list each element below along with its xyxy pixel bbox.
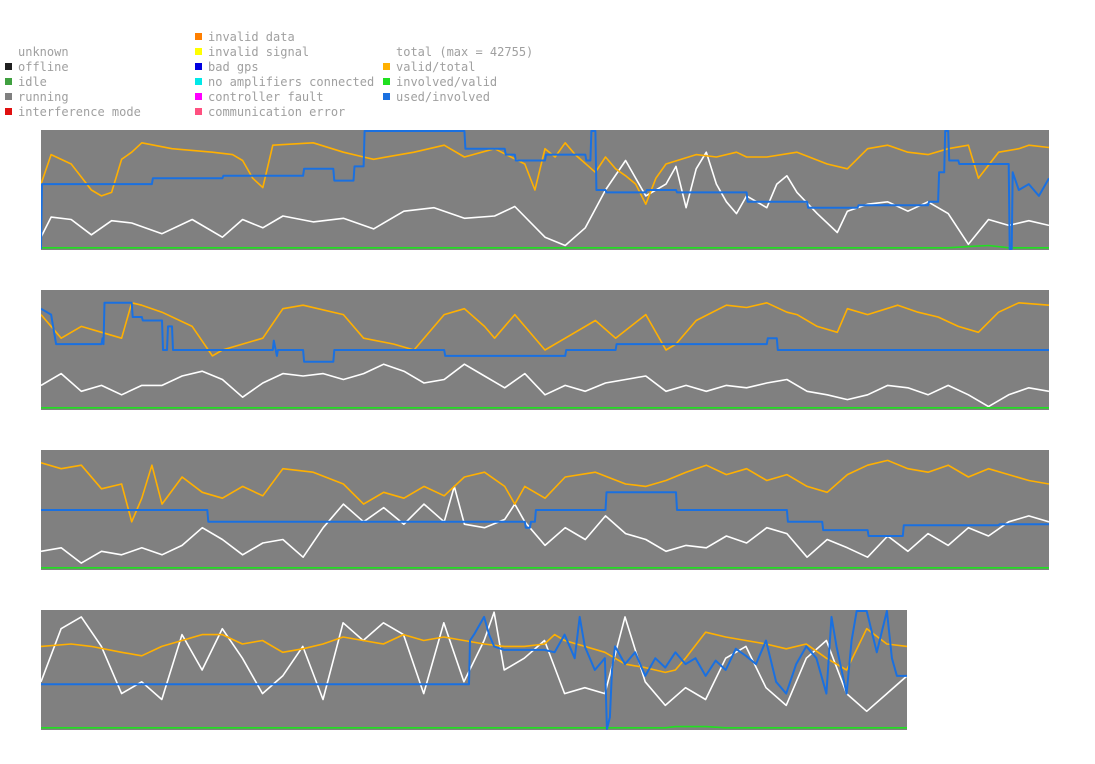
legend-label-running: running (18, 90, 69, 104)
series-used-involved-2 (41, 301, 1049, 363)
series-valid-total-3 (41, 459, 1049, 523)
series-used-involved-3 (41, 491, 1049, 537)
legend-label-interference-mode: interference mode (18, 105, 141, 119)
series-total-4 (41, 611, 907, 713)
series-involved-valid-1 (41, 244, 1049, 249)
chart-panel-3 (41, 450, 1049, 570)
legend-label-offline: offline (18, 60, 69, 74)
legend-swatch-involved-valid (383, 78, 390, 85)
legend-label-involved-valid: involved/valid (396, 75, 498, 89)
legend-swatch-invalid-data (195, 33, 202, 40)
legend-swatch-unknown (5, 48, 12, 55)
legend-label-no-amplifiers-connected: no amplifiers connected (208, 75, 375, 89)
legend-swatch-bad-gps (195, 63, 202, 70)
legend-label-idle: idle (18, 75, 47, 89)
chart-panel-4 (41, 610, 907, 730)
legend-swatch-offline (5, 63, 12, 70)
legend-swatch-idle (5, 78, 12, 85)
legend-swatch-communication-error (195, 108, 202, 115)
chart-1 (41, 130, 1049, 250)
running-background-4 (41, 610, 907, 730)
legend-label-bad-gps: bad gps (208, 60, 259, 74)
chart-panel-2 (41, 290, 1049, 410)
legend-label-used-involved: used/involved (396, 90, 490, 104)
chart-panel-1 (41, 130, 1049, 250)
legend-swatch-running (5, 93, 12, 100)
legend-swatch-no-amplifiers-connected (195, 78, 202, 85)
series-valid-total-2 (41, 302, 1049, 357)
legend-swatch-invalid-signal (195, 48, 202, 55)
legend-label-total: total (max = 42755) (396, 45, 534, 59)
series-valid-total-1 (41, 142, 1049, 205)
chart-4 (41, 610, 907, 730)
legend-label-communication-error: communication error (208, 105, 346, 119)
series-used-involved-1 (41, 130, 1049, 250)
legend-label-valid-total: valid/total (396, 60, 476, 74)
series-involved-valid-4 (41, 725, 907, 729)
series-valid-total-4 (41, 627, 907, 674)
chart-2 (41, 290, 1049, 410)
legend-label-invalid-signal: invalid signal (208, 45, 310, 59)
legend-swatch-interference-mode (5, 108, 12, 115)
legend-swatch-valid-total (383, 63, 390, 70)
legend-label-invalid-data: invalid data (208, 30, 295, 44)
legend-label-controller-fault: controller fault (208, 90, 324, 104)
legend-swatch-total (383, 48, 390, 55)
series-total-2 (41, 363, 1049, 408)
legend-swatch-controller-fault (195, 93, 202, 100)
legend-swatch-used-involved (383, 93, 390, 100)
legend-label-unknown: unknown (18, 45, 69, 59)
series-used-involved-4 (41, 610, 907, 730)
chart-3 (41, 450, 1049, 570)
